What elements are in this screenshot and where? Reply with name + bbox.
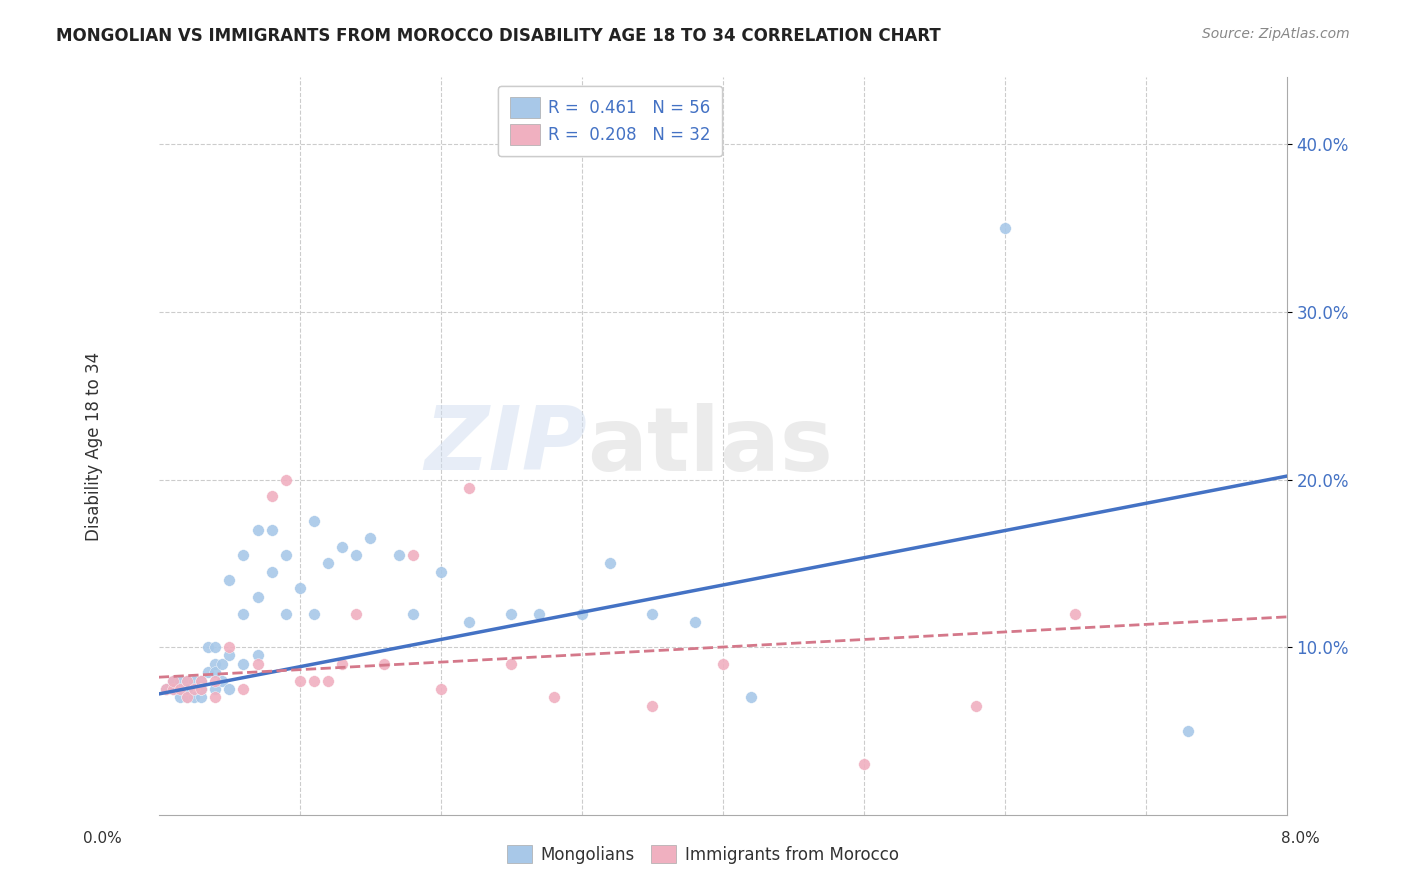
Point [162,673,184,688]
Text: 8.0%: 8.0% [1281,831,1320,846]
Point [246,657,269,671]
Point [458,481,481,495]
Point [218,573,240,587]
Point [176,673,198,688]
Point [288,582,311,596]
Point [183,673,205,688]
Point [316,673,339,688]
Point [204,673,226,688]
Point [176,690,198,705]
Point [373,657,395,671]
Point [994,221,1017,235]
Point [274,473,297,487]
Point [359,531,381,545]
Point [190,681,212,696]
Point [218,648,240,663]
Point [260,523,283,537]
Point [330,657,353,671]
Text: Source: ZipAtlas.com: Source: ZipAtlas.com [1202,27,1350,41]
Text: ZIP: ZIP [425,402,588,490]
Point [190,690,212,705]
Point [169,690,191,705]
Point [204,681,226,696]
Point [162,681,184,696]
Point [740,690,762,705]
Point [344,607,367,621]
Point [302,673,325,688]
Point [529,607,551,621]
Point [501,657,523,671]
Point [176,681,198,696]
Point [430,565,453,579]
Point [302,607,325,621]
Point [190,681,212,696]
Point [155,681,177,696]
Point [246,523,269,537]
Point [232,607,254,621]
Point [246,648,269,663]
Point [288,673,311,688]
Point [246,590,269,604]
Point [1177,723,1199,738]
Legend: R =  0.461   N = 56, R =  0.208   N = 32: R = 0.461 N = 56, R = 0.208 N = 32 [498,86,723,156]
Point [176,681,198,696]
Y-axis label: Disability Age 18 to 34: Disability Age 18 to 34 [86,351,103,541]
Point [190,681,212,696]
Point [344,548,367,562]
Point [543,690,565,705]
Point [401,548,423,562]
Point [274,548,297,562]
Point [232,657,254,671]
Point [176,690,198,705]
Point [218,681,240,696]
Point [599,556,621,570]
Point [190,673,212,688]
Point [204,657,226,671]
Point [155,681,177,696]
Point [232,548,254,562]
Point [1064,607,1087,621]
Point [852,757,875,772]
Legend: Mongolians, Immigrants from Morocco: Mongolians, Immigrants from Morocco [501,838,905,871]
Point [169,673,191,688]
Point [966,698,988,713]
Point [190,673,212,688]
Point [197,665,219,680]
Point [260,489,283,503]
Point [211,673,233,688]
Point [176,673,198,688]
Text: atlas: atlas [588,402,834,490]
Point [274,607,297,621]
Point [260,565,283,579]
Point [302,515,325,529]
Point [211,657,233,671]
Point [458,615,481,629]
Point [204,690,226,705]
Point [183,690,205,705]
Text: MONGOLIAN VS IMMIGRANTS FROM MOROCCO DISABILITY AGE 18 TO 34 CORRELATION CHART: MONGOLIAN VS IMMIGRANTS FROM MOROCCO DIS… [56,27,941,45]
Point [197,640,219,654]
Point [204,640,226,654]
Point [183,681,205,696]
Point [204,665,226,680]
Point [316,556,339,570]
Point [232,681,254,696]
Point [330,540,353,554]
Text: 0.0%: 0.0% [83,831,122,846]
Point [169,681,191,696]
Point [387,548,409,562]
Point [641,698,664,713]
Point [162,673,184,688]
Point [430,681,453,696]
Point [162,681,184,696]
Point [401,607,423,621]
Point [218,640,240,654]
Point [683,615,706,629]
Point [571,607,593,621]
Point [641,607,664,621]
Point [501,607,523,621]
Point [711,657,734,671]
